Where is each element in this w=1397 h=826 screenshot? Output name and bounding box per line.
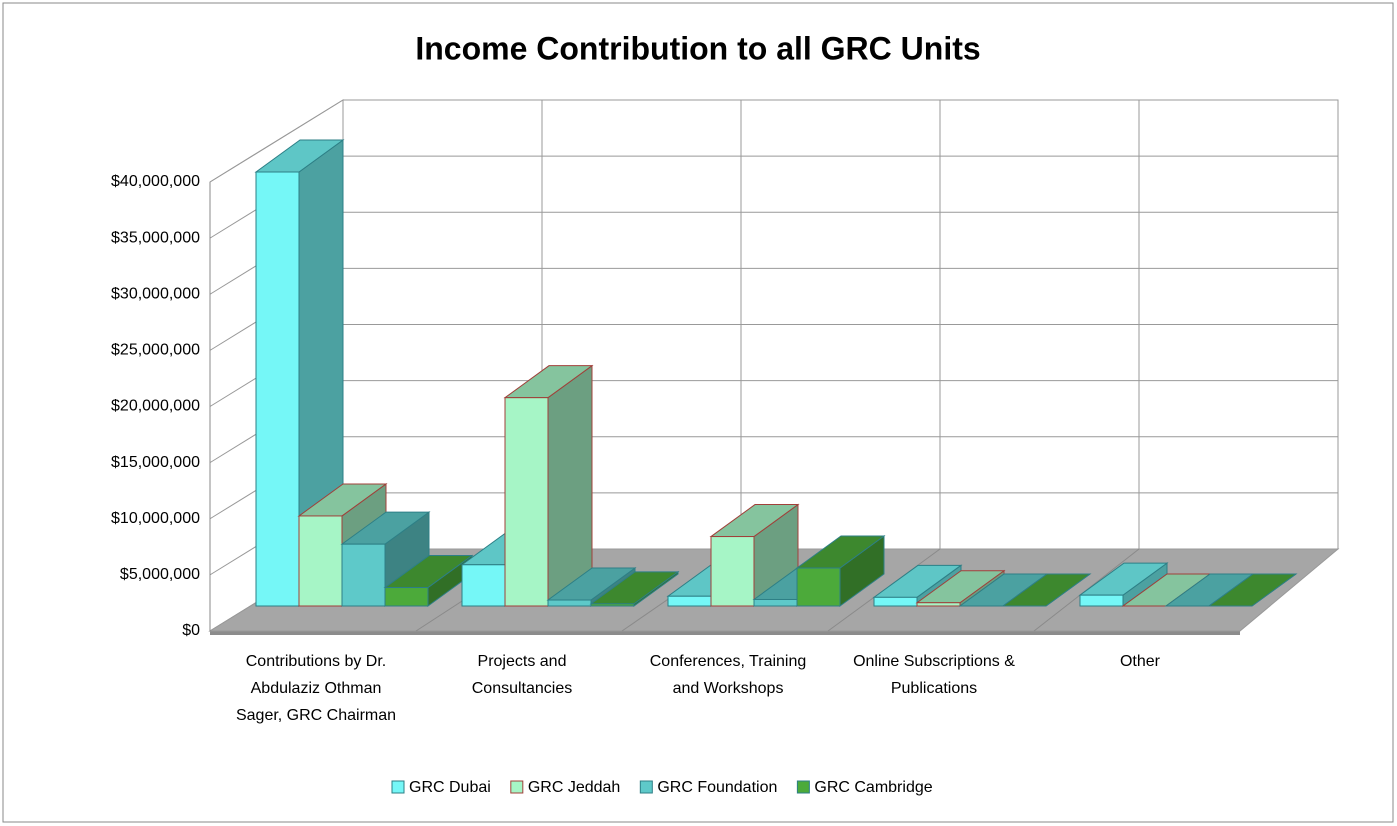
y-tick-label: $10,000,000 — [111, 510, 200, 527]
x-tick-label: Contributions by Dr. Abdulaziz Othman Sage… — [236, 653, 396, 724]
bar — [590, 603, 635, 607]
legend-label: GRC Cambridge — [814, 779, 932, 796]
bar — [298, 515, 343, 607]
x-tick-label: Online Subscriptions & Publications — [853, 653, 1015, 697]
bar-top — [1001, 573, 1092, 607]
bar — [461, 564, 506, 607]
bar — [753, 598, 798, 607]
legend-label: GRC Foundation — [657, 779, 777, 796]
legend-swatch — [510, 780, 524, 794]
x-tick-label: Conferences, Training and Workshops — [650, 653, 807, 697]
x-tick-label-line: Projects and — [478, 653, 567, 670]
x-tick-label-line: Abdulaziz Othman — [251, 680, 382, 697]
x-tick-label-line: Online Subscriptions & — [853, 653, 1015, 670]
bar — [710, 536, 755, 607]
bar — [796, 567, 841, 607]
bar — [1079, 594, 1124, 607]
x-tick-label-line: Sager, GRC Chairman — [236, 707, 396, 724]
chart-title: Income Contribution to all GRC Units — [415, 30, 980, 66]
x-tick-label: Other — [1120, 653, 1161, 670]
bar-top — [1207, 573, 1298, 607]
floor-edge — [210, 631, 1240, 635]
bar-side — [547, 364, 593, 607]
x-tick-label-line: Conferences, Training — [650, 653, 807, 670]
y-tick-label: $30,000,000 — [111, 285, 200, 302]
legend-label: GRC Dubai — [409, 779, 491, 796]
y-tick-label: $15,000,000 — [111, 454, 200, 471]
legend-swatch — [796, 780, 810, 794]
legend-swatch — [639, 780, 653, 794]
x-tick-label: Projects and Consultancies — [472, 653, 573, 697]
bar — [255, 171, 300, 607]
bar — [384, 587, 429, 607]
y-tick-label: $25,000,000 — [111, 342, 200, 359]
grid-line — [209, 99, 344, 183]
y-tick-label: $20,000,000 — [111, 398, 200, 415]
bar — [504, 397, 549, 607]
y-tick-label: $40,000,000 — [111, 173, 200, 190]
bar — [916, 602, 961, 607]
x-tick-label-line: Publications — [891, 680, 977, 697]
y-tick-label: $5,000,000 — [120, 566, 200, 583]
bar — [341, 543, 386, 607]
bar — [667, 595, 712, 607]
x-tick-label-line: and Workshops — [673, 680, 784, 697]
y-tick-label: $35,000,000 — [111, 229, 200, 246]
bar — [547, 599, 592, 607]
legend-label: GRC Jeddah — [528, 779, 621, 796]
x-tick-label-line: Contributions by Dr. — [246, 653, 387, 670]
y-tick-label: $0 — [182, 622, 200, 639]
x-tick-label-line: Other — [1120, 653, 1161, 670]
x-tick-label-line: Consultancies — [472, 680, 573, 697]
legend-swatch — [391, 780, 405, 794]
bar — [873, 596, 918, 607]
